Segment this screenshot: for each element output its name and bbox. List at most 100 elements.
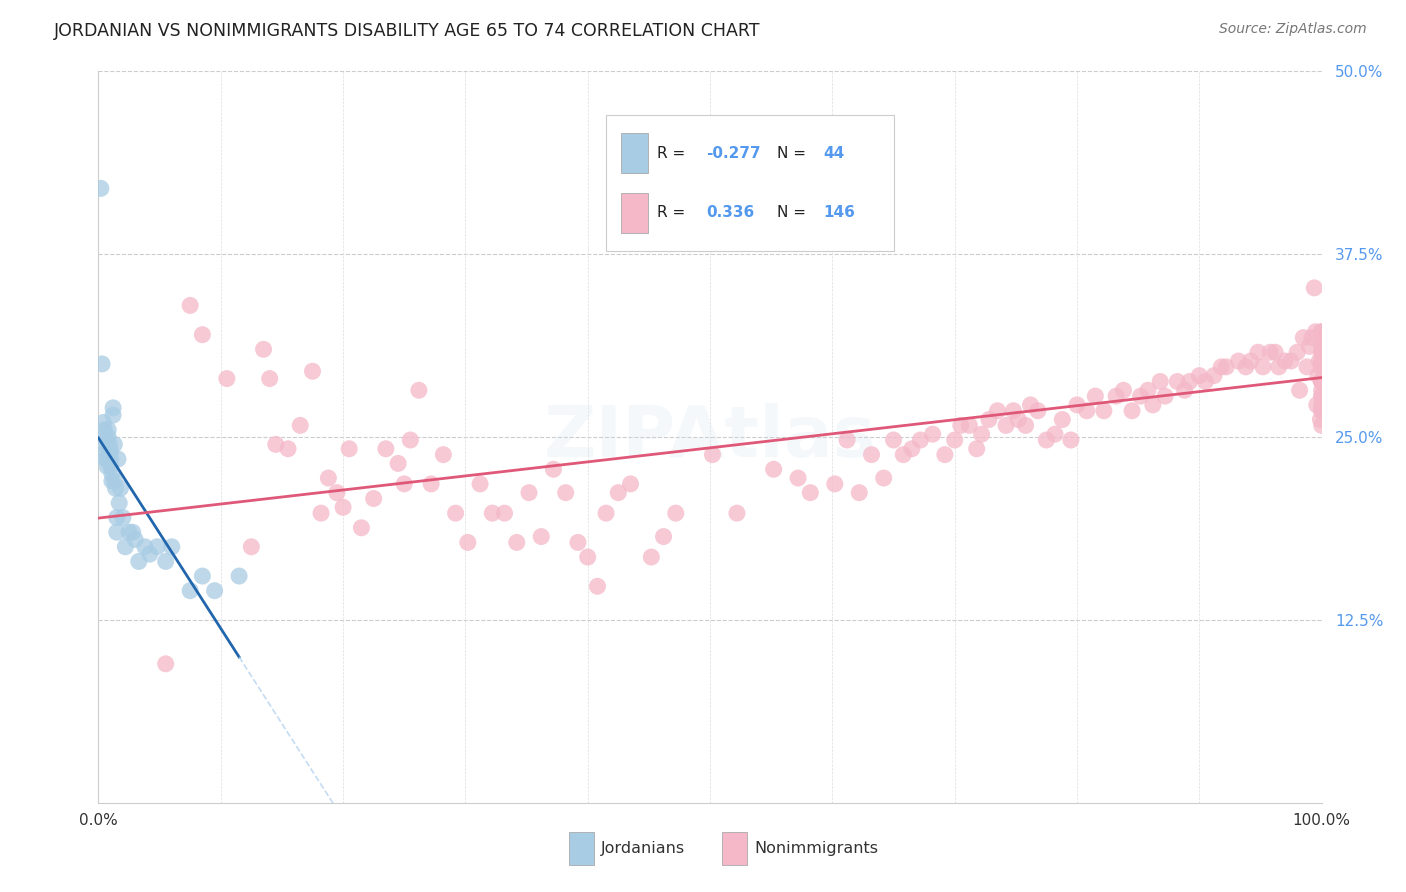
Point bbox=[1202, 368, 1225, 383]
Point bbox=[1310, 384, 1333, 398]
Point bbox=[1310, 359, 1333, 374]
Point bbox=[554, 485, 576, 500]
Text: R =: R = bbox=[658, 205, 690, 220]
Point bbox=[1060, 433, 1083, 447]
Point bbox=[970, 427, 993, 442]
Point bbox=[910, 433, 932, 447]
Point bbox=[1310, 339, 1333, 353]
Point bbox=[848, 485, 870, 500]
Point bbox=[1121, 403, 1143, 417]
Point bbox=[957, 418, 980, 433]
Point bbox=[105, 510, 128, 524]
Point bbox=[264, 437, 287, 451]
Point bbox=[118, 525, 141, 540]
Point bbox=[228, 569, 250, 583]
Point bbox=[101, 408, 124, 422]
Point bbox=[1251, 359, 1274, 374]
Point bbox=[619, 476, 641, 491]
Point bbox=[1154, 389, 1177, 403]
Point bbox=[105, 525, 128, 540]
Point bbox=[399, 433, 422, 447]
Point bbox=[943, 433, 966, 447]
Point bbox=[277, 442, 299, 456]
Point bbox=[97, 423, 120, 437]
Bar bbox=[723, 831, 747, 864]
Point bbox=[530, 530, 553, 544]
Point bbox=[1310, 375, 1333, 389]
Point bbox=[1310, 398, 1333, 412]
Point bbox=[96, 452, 118, 467]
Text: 44: 44 bbox=[824, 145, 845, 161]
Point bbox=[1066, 398, 1088, 412]
Point bbox=[1310, 375, 1333, 389]
Point bbox=[392, 476, 416, 491]
Point bbox=[949, 418, 972, 433]
Point bbox=[326, 485, 349, 500]
Point bbox=[1194, 375, 1216, 389]
Point bbox=[318, 471, 340, 485]
Point bbox=[1052, 412, 1074, 426]
Point bbox=[1298, 339, 1320, 353]
Point bbox=[1309, 412, 1331, 426]
Point bbox=[1014, 418, 1036, 433]
Point bbox=[432, 448, 454, 462]
Point bbox=[1310, 389, 1333, 403]
Point bbox=[93, 437, 115, 451]
Point bbox=[134, 540, 156, 554]
Point bbox=[1310, 375, 1333, 389]
Point bbox=[94, 444, 117, 458]
Point bbox=[1310, 359, 1333, 374]
Point bbox=[1310, 389, 1333, 403]
Point bbox=[240, 540, 263, 554]
Point bbox=[1019, 398, 1042, 412]
Point bbox=[1264, 345, 1286, 359]
Point bbox=[104, 481, 127, 495]
Point bbox=[1274, 354, 1296, 368]
Point bbox=[640, 549, 662, 564]
Point bbox=[1258, 345, 1281, 359]
Point bbox=[111, 510, 134, 524]
Point bbox=[363, 491, 385, 506]
Point bbox=[1310, 354, 1333, 368]
Point bbox=[290, 418, 312, 433]
Point bbox=[1303, 281, 1326, 295]
Point bbox=[1227, 354, 1250, 368]
Point bbox=[204, 583, 226, 598]
Text: -0.277: -0.277 bbox=[706, 145, 761, 161]
Point bbox=[1310, 354, 1333, 368]
Point bbox=[101, 474, 124, 488]
Point bbox=[107, 452, 129, 467]
Point bbox=[444, 506, 467, 520]
Point bbox=[506, 535, 529, 549]
Point bbox=[121, 525, 143, 540]
Point bbox=[1306, 398, 1329, 412]
Point bbox=[160, 540, 183, 554]
Point bbox=[139, 547, 162, 561]
Bar bbox=[620, 193, 648, 233]
Point bbox=[1166, 375, 1188, 389]
Text: Source: ZipAtlas.com: Source: ZipAtlas.com bbox=[1219, 22, 1367, 37]
Point bbox=[1112, 384, 1135, 398]
Point bbox=[155, 657, 177, 671]
Point bbox=[586, 579, 609, 593]
Point bbox=[98, 437, 121, 451]
Point bbox=[934, 448, 956, 462]
Point bbox=[576, 549, 599, 564]
Point bbox=[977, 412, 1000, 426]
Point bbox=[1310, 359, 1333, 374]
Point bbox=[179, 583, 201, 598]
Point bbox=[891, 448, 914, 462]
Point bbox=[1310, 403, 1333, 417]
Point bbox=[1026, 403, 1049, 417]
Point bbox=[100, 452, 122, 467]
Bar bbox=[620, 133, 648, 173]
Point bbox=[179, 298, 201, 312]
Point bbox=[1310, 403, 1333, 417]
Text: 0.336: 0.336 bbox=[706, 205, 755, 220]
Point bbox=[1240, 354, 1263, 368]
Point bbox=[1310, 345, 1333, 359]
Point bbox=[665, 506, 688, 520]
Point bbox=[883, 433, 905, 447]
Point bbox=[97, 430, 120, 444]
Point bbox=[468, 476, 491, 491]
